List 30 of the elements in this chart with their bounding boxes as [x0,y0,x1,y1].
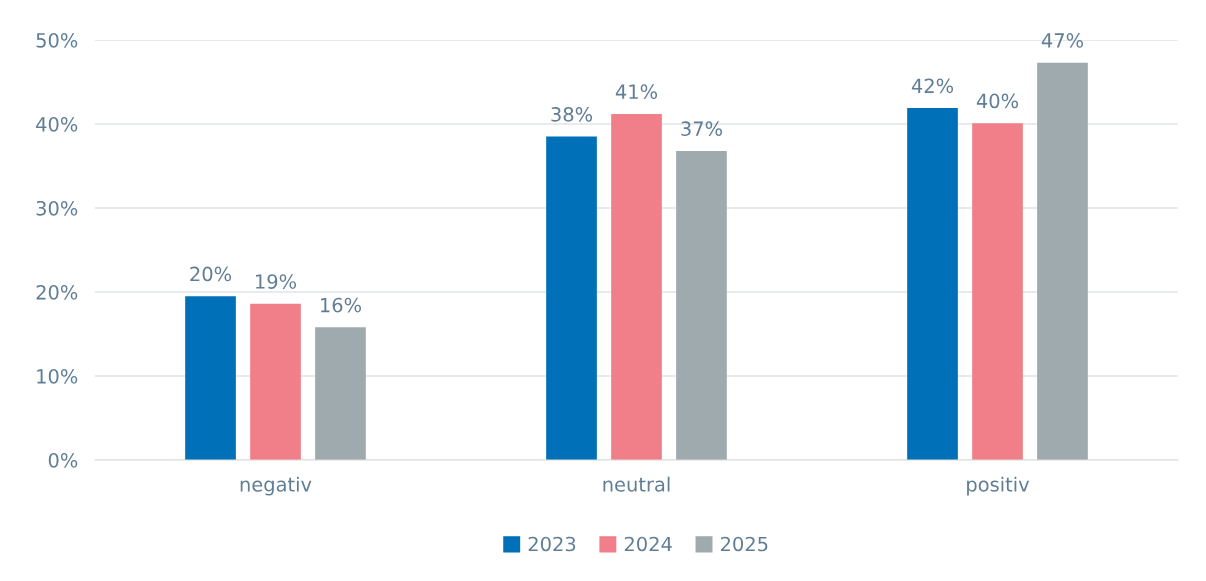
bar [907,108,958,460]
bar [315,327,366,460]
data-label: 37% [681,121,723,136]
y-tick-label: 10% [37,368,78,384]
bar [676,150,727,460]
bar [185,296,236,460]
legend-label: 2023 [528,536,576,552]
data-label: 47% [1041,33,1084,48]
y-tick-label: 0% [48,452,78,468]
legend-label: 2025 [721,536,768,552]
data-label: 42% [911,78,954,94]
x-tick-label: negativ [240,476,312,496]
bar [250,303,301,460]
y-tick-label: 40% [36,116,78,132]
data-label: 16% [321,297,362,313]
data-label: 38% [551,107,593,122]
legend-label: 2024 [624,536,672,552]
y-tick-label: 20% [36,284,78,300]
bar [611,113,662,460]
data-label: 20% [190,266,232,282]
data-label: 40% [976,93,1019,109]
y-tick-label: 30% [36,200,78,216]
bar [546,136,597,460]
x-tick-label: positiv [967,476,1030,496]
x-tick-label: neutral [603,476,670,492]
data-label: 41% [615,84,658,100]
bar [1037,62,1088,460]
y-tick-label: 50% [36,32,78,48]
bar [972,123,1023,460]
data-label: 19% [256,274,297,289]
